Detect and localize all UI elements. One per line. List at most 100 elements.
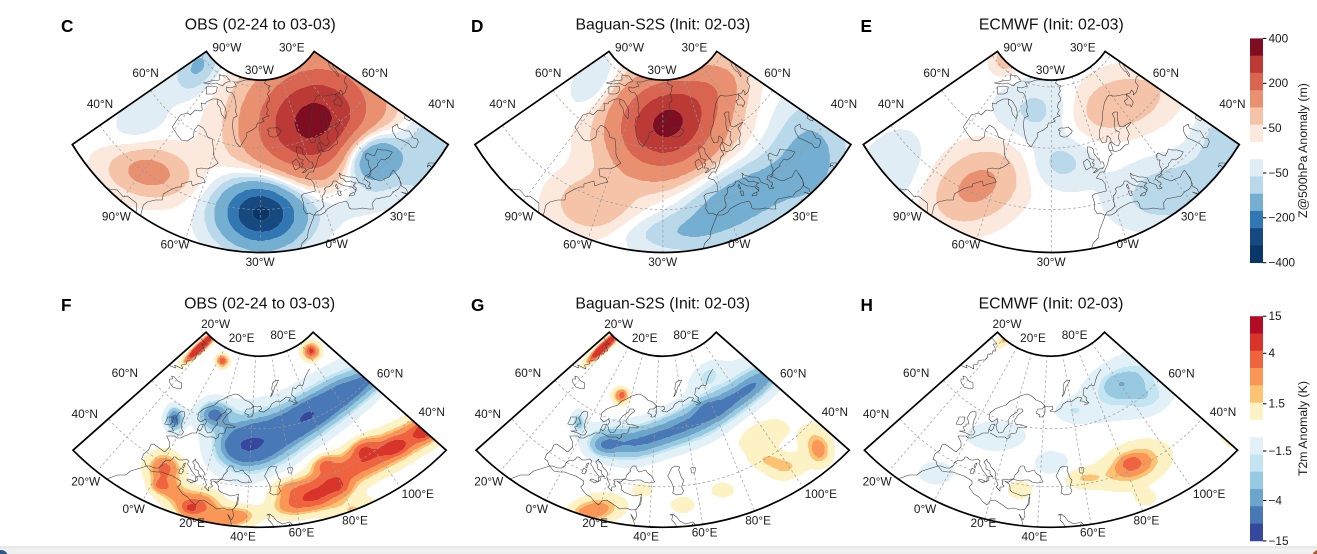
svg-text:1.5: 1.5 <box>1269 397 1286 411</box>
svg-text:40°N: 40°N <box>475 407 501 421</box>
svg-text:0°W: 0°W <box>122 502 145 516</box>
svg-text:30°E: 30°E <box>390 210 416 224</box>
svg-text:60°N: 60°N <box>535 66 561 80</box>
svg-text:90°W: 90°W <box>505 209 535 223</box>
svg-text:−15: −15 <box>1269 534 1289 548</box>
svg-text:60°N: 60°N <box>764 66 790 80</box>
svg-text:20°W: 20°W <box>604 317 634 331</box>
svg-text:30°E: 30°E <box>792 210 818 224</box>
svg-text:40°N: 40°N <box>419 405 445 419</box>
svg-text:30°E: 30°E <box>1070 41 1096 55</box>
svg-text:20°W: 20°W <box>71 475 101 489</box>
svg-text:30°W: 30°W <box>1036 63 1066 77</box>
svg-text:60°N: 60°N <box>1168 367 1194 381</box>
svg-text:0°W: 0°W <box>526 502 549 516</box>
svg-text:0°W: 0°W <box>728 237 751 251</box>
svg-text:100°E: 100°E <box>805 487 837 501</box>
svg-text:Z@500hPa Anomaly (m): Z@500hPa Anomaly (m) <box>1296 83 1310 218</box>
svg-text:80°E: 80°E <box>745 514 771 528</box>
svg-text:30°E: 30°E <box>279 41 305 55</box>
svg-text:50: 50 <box>1269 121 1283 135</box>
svg-text:60°N: 60°N <box>1153 66 1179 80</box>
svg-text:60°N: 60°N <box>780 367 806 381</box>
svg-text:100°E: 100°E <box>1193 487 1225 501</box>
svg-text:60°W: 60°W <box>952 238 982 252</box>
svg-text:20°W: 20°W <box>993 317 1023 331</box>
svg-text:60°N: 60°N <box>132 66 158 80</box>
svg-text:60°N: 60°N <box>362 66 388 80</box>
svg-text:20°W: 20°W <box>201 317 231 331</box>
svg-text:40°N: 40°N <box>1210 405 1236 419</box>
svg-text:40°N: 40°N <box>878 97 904 111</box>
svg-text:H: H <box>861 295 873 315</box>
svg-text:100°E: 100°E <box>402 487 434 501</box>
svg-text:20°E: 20°E <box>582 516 608 530</box>
svg-text:60°E: 60°E <box>692 526 718 540</box>
svg-text:ECMWF (Init: 02-03): ECMWF (Init: 02-03) <box>979 17 1124 34</box>
svg-text:80°E: 80°E <box>270 328 296 342</box>
svg-text:4: 4 <box>1269 346 1276 360</box>
svg-text:−400: −400 <box>1269 256 1296 270</box>
svg-text:40°N: 40°N <box>87 97 113 111</box>
svg-text:20°E: 20°E <box>179 516 205 530</box>
svg-text:G: G <box>471 295 484 315</box>
svg-text:−50: −50 <box>1269 166 1289 180</box>
svg-text:30°W: 30°W <box>246 255 276 269</box>
svg-text:0°W: 0°W <box>1116 237 1139 251</box>
svg-text:20°W: 20°W <box>863 475 893 489</box>
svg-text:15: 15 <box>1269 309 1283 323</box>
svg-text:E: E <box>861 16 872 36</box>
svg-text:40°N: 40°N <box>863 407 889 421</box>
svg-text:60°N: 60°N <box>377 367 403 381</box>
svg-text:40°E: 40°E <box>1022 529 1048 543</box>
svg-text:F: F <box>61 295 72 315</box>
svg-text:OBS (02-24 to 03-03): OBS (02-24 to 03-03) <box>184 296 335 313</box>
svg-text:60°N: 60°N <box>903 366 929 380</box>
svg-text:−1.5: −1.5 <box>1269 444 1293 458</box>
svg-text:20°E: 20°E <box>632 331 658 345</box>
svg-text:C: C <box>61 16 73 36</box>
svg-text:90°W: 90°W <box>212 40 242 54</box>
svg-text:30°W: 30°W <box>648 255 678 269</box>
svg-text:60°N: 60°N <box>923 66 949 80</box>
svg-text:20°E: 20°E <box>971 516 997 530</box>
svg-text:20°E: 20°E <box>229 331 255 345</box>
svg-text:40°N: 40°N <box>822 405 848 419</box>
svg-text:60°W: 60°W <box>161 238 191 252</box>
svg-text:0°W: 0°W <box>914 502 937 516</box>
svg-text:30°E: 30°E <box>1181 210 1207 224</box>
svg-text:90°W: 90°W <box>1003 40 1033 54</box>
svg-text:40°N: 40°N <box>1219 97 1245 111</box>
svg-text:200: 200 <box>1269 76 1289 90</box>
svg-text:ECMWF (Init: 02-03): ECMWF (Init: 02-03) <box>979 296 1124 313</box>
svg-text:40°N: 40°N <box>72 407 98 421</box>
svg-text:90°W: 90°W <box>893 209 923 223</box>
svg-text:20°W: 20°W <box>474 475 504 489</box>
svg-text:80°E: 80°E <box>1134 514 1160 528</box>
svg-text:60°N: 60°N <box>112 366 138 380</box>
svg-text:80°E: 80°E <box>1062 328 1088 342</box>
svg-text:80°E: 80°E <box>673 328 699 342</box>
svg-text:20°E: 20°E <box>1020 331 1046 345</box>
svg-text:60°E: 60°E <box>289 526 315 540</box>
svg-text:30°W: 30°W <box>1037 255 1067 269</box>
svg-text:60°E: 60°E <box>1080 526 1106 540</box>
svg-text:90°W: 90°W <box>615 40 645 54</box>
svg-text:30°W: 30°W <box>648 63 678 77</box>
svg-text:40°N: 40°N <box>489 97 515 111</box>
svg-text:30°E: 30°E <box>682 41 708 55</box>
svg-text:80°E: 80°E <box>342 514 368 528</box>
svg-text:60°W: 60°W <box>563 238 593 252</box>
svg-text:400: 400 <box>1269 31 1289 45</box>
svg-text:0°W: 0°W <box>325 237 348 251</box>
svg-text:OBS (02-24 to 03-03): OBS (02-24 to 03-03) <box>185 17 336 34</box>
svg-text:40°N: 40°N <box>831 97 857 111</box>
svg-text:90°W: 90°W <box>102 209 132 223</box>
svg-text:Baguan-S2S (Init: 02-03): Baguan-S2S (Init: 02-03) <box>576 17 751 34</box>
svg-text:−4: −4 <box>1269 493 1283 507</box>
svg-text:40°E: 40°E <box>230 529 256 543</box>
svg-text:T2m Anomaly (K): T2m Anomaly (K) <box>1296 381 1310 476</box>
svg-text:60°N: 60°N <box>515 366 541 380</box>
svg-text:40°N: 40°N <box>428 97 454 111</box>
svg-text:Baguan-S2S (Init: 02-03): Baguan-S2S (Init: 02-03) <box>575 296 750 313</box>
